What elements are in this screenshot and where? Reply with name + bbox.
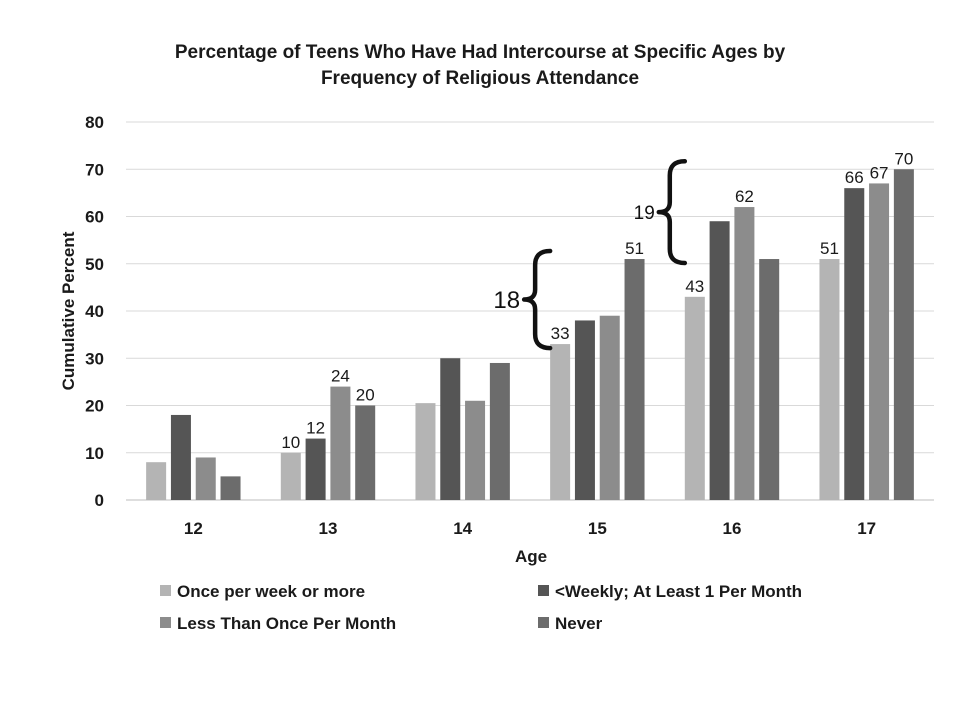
y-axis-label: Cumulative Percent xyxy=(59,231,78,390)
bar-15-series-3 xyxy=(599,315,620,500)
y-tick-label-30: 30 xyxy=(85,349,104,368)
bracket-15 xyxy=(521,248,553,351)
bar-12-series-3 xyxy=(195,457,216,500)
bar-14-series-2 xyxy=(440,358,461,500)
bar-16-series-1 xyxy=(684,296,705,500)
data-label-16-series-1: 43 xyxy=(685,277,704,296)
x-axis-ticks: 12 13 14 15 16 17 xyxy=(184,519,876,538)
bar-17-series-2 xyxy=(844,188,865,500)
y-tick-label-70: 70 xyxy=(85,160,104,179)
bars xyxy=(146,169,914,501)
legend-label-3: Less Than Once Per Month xyxy=(177,614,396,633)
y-tick-label-0: 0 xyxy=(95,491,104,510)
bar-14-series-1 xyxy=(415,403,436,500)
bar-16-series-3 xyxy=(734,207,755,501)
bar-17-series-1 xyxy=(819,259,840,500)
legend-label-4: Never xyxy=(555,614,603,633)
x-tick-label-14: 14 xyxy=(453,519,472,538)
bar-12-series-2 xyxy=(170,414,191,500)
data-labels: 10 12 24 20 33 51 43 62 51 66 67 70 xyxy=(281,149,913,452)
legend: Once per week or more <Weekly; At Least 1… xyxy=(160,582,802,633)
legend-label-2: <Weekly; At Least 1 Per Month xyxy=(555,582,802,601)
data-label-15-series-4: 51 xyxy=(625,239,644,258)
bar-14-series-3 xyxy=(465,400,486,500)
bar-12-series-1 xyxy=(146,462,167,500)
y-tick-label-50: 50 xyxy=(85,255,104,274)
data-label-17-series-1: 51 xyxy=(820,239,839,258)
data-label-13-series-3: 24 xyxy=(331,367,350,386)
data-label-17-series-2: 66 xyxy=(845,168,864,187)
legend-swatch-4 xyxy=(538,617,549,628)
bracket-16 xyxy=(656,159,688,266)
bar-14-series-4 xyxy=(489,362,510,500)
bar-13-series-3 xyxy=(330,386,351,500)
bar-16-series-4 xyxy=(759,259,780,500)
bar-16-series-2 xyxy=(709,221,730,500)
data-label-17-series-4: 70 xyxy=(894,149,913,168)
y-tick-label-80: 80 xyxy=(85,113,104,132)
data-label-13-series-1: 10 xyxy=(281,433,300,452)
data-label-13-series-4: 20 xyxy=(356,386,375,405)
bar-17-series-4 xyxy=(893,169,914,500)
y-tick-label-10: 10 xyxy=(85,444,104,463)
bar-15-series-2 xyxy=(574,320,595,500)
bracket-label-15: 18 xyxy=(493,287,520,314)
bar-12-series-4 xyxy=(220,476,241,500)
x-axis-label: Age xyxy=(515,547,547,566)
legend-swatch-1 xyxy=(160,585,171,596)
bar-15-series-4 xyxy=(624,259,645,500)
gridlines xyxy=(126,121,934,501)
bar-17-series-3 xyxy=(869,183,890,501)
chart-title-line-2: Frequency of Religious Attendance xyxy=(321,68,639,89)
y-axis-ticks: 0 10 20 30 40 50 60 70 80 xyxy=(85,113,104,510)
bracket-label-16: 19 xyxy=(634,203,655,224)
bar-13-series-4 xyxy=(355,405,376,500)
x-tick-label-12: 12 xyxy=(184,519,203,538)
x-tick-label-17: 17 xyxy=(857,519,876,538)
data-label-17-series-3: 67 xyxy=(870,163,889,182)
legend-label-1: Once per week or more xyxy=(177,582,365,601)
data-label-15-series-1: 33 xyxy=(551,324,570,343)
legend-swatch-2 xyxy=(538,585,549,596)
y-tick-label-60: 60 xyxy=(85,208,104,227)
bar-15-series-1 xyxy=(550,344,571,500)
x-tick-label-15: 15 xyxy=(588,519,607,538)
bar-13-series-2 xyxy=(305,438,326,500)
legend-swatch-3 xyxy=(160,617,171,628)
data-label-16-series-3: 62 xyxy=(735,187,754,206)
chart-title-line-1: Percentage of Teens Who Have Had Interco… xyxy=(175,42,786,63)
x-tick-label-16: 16 xyxy=(723,519,742,538)
bar-13-series-1 xyxy=(280,452,301,500)
data-label-13-series-2: 12 xyxy=(306,419,325,438)
x-tick-label-13: 13 xyxy=(319,519,338,538)
y-tick-label-20: 20 xyxy=(85,397,104,416)
y-tick-label-40: 40 xyxy=(85,302,104,321)
